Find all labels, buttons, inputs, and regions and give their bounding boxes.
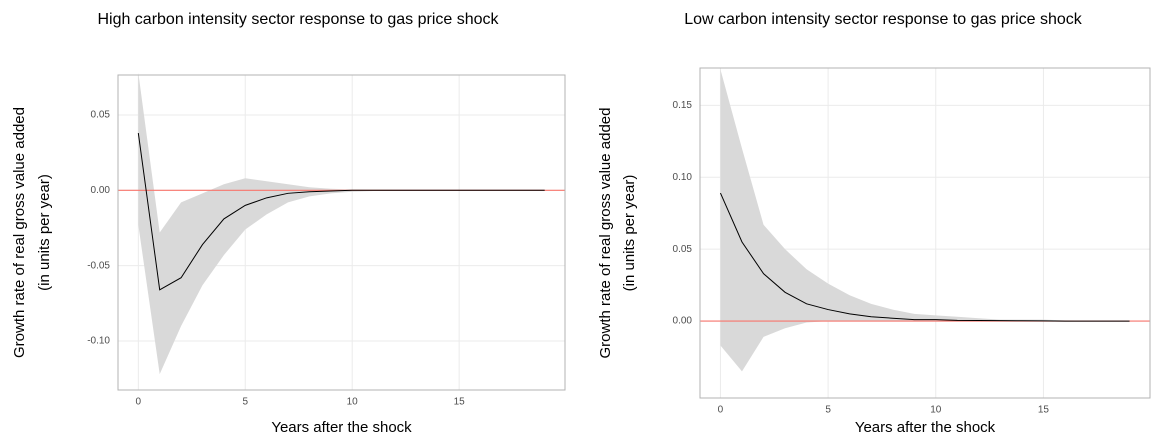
chart-title: Low carbon intensity sector response to … <box>684 11 1083 28</box>
x-tick-label: 0 <box>136 397 142 408</box>
x-tick-label: 5 <box>242 397 248 408</box>
y-tick-label: 0.00 <box>673 316 693 327</box>
x-tick-label: 15 <box>454 397 466 408</box>
panel: 0 5 10 15 -0.10 -0.05 0.00 0.05 High carbon inte… <box>11 11 566 436</box>
x-tick-label: 10 <box>347 397 359 408</box>
y-tick-label: 0.05 <box>91 110 111 121</box>
y-axis-label: (in units per year) <box>36 174 53 291</box>
y-axis-label: Growth rate of real gross value added <box>597 108 614 359</box>
response-line <box>719 192 1130 322</box>
panel: 0 5 10 15 0.00 0.05 0.10 0.15 Low carbon intensi… <box>597 11 1151 436</box>
x-tick-label: 15 <box>1038 405 1050 416</box>
x-tick-label: 5 <box>825 405 831 416</box>
panel-border <box>699 67 1151 399</box>
confidence-band <box>720 69 1130 372</box>
y-tick-label: -0.05 <box>87 260 110 271</box>
y-tick-label: -0.10 <box>87 336 110 347</box>
x-tick-label: 0 <box>718 405 724 416</box>
y-tick-label: 0.15 <box>673 100 693 111</box>
panel-border <box>117 74 566 391</box>
x-axis-label: Years after the shock <box>271 419 412 436</box>
confidence-band <box>138 72 545 375</box>
x-tick-label: 10 <box>930 405 942 416</box>
y-tick-label: 0.10 <box>673 172 693 183</box>
y-axis-label: (in units per year) <box>621 175 638 292</box>
chart-title: High carbon intensity sector response to… <box>97 11 499 28</box>
y-axis-label: Growth rate of real gross value added <box>11 107 28 358</box>
y-tick-label: 0.05 <box>673 244 693 255</box>
y-tick-label: 0.00 <box>91 185 111 196</box>
response-line <box>137 132 545 291</box>
x-axis-label: Years after the shock <box>855 419 996 436</box>
